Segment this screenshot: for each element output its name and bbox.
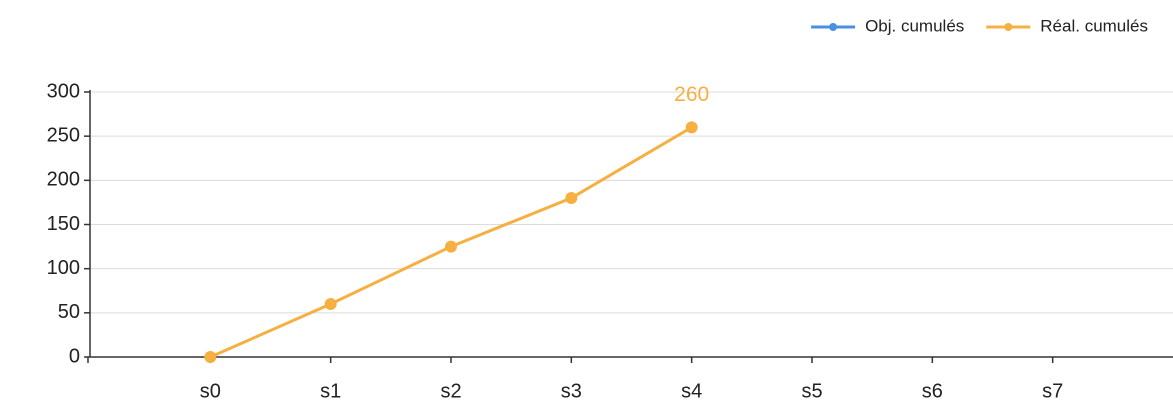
data-point bbox=[204, 351, 217, 363]
y-tick-label: 0 bbox=[69, 345, 80, 367]
legend-dot bbox=[829, 23, 838, 31]
legend-dot bbox=[1004, 23, 1013, 31]
y-tick-label: 200 bbox=[47, 169, 80, 191]
legend-label: Obj. cumulés bbox=[865, 16, 964, 35]
data-point bbox=[565, 192, 578, 204]
x-tick-label: s0 bbox=[200, 380, 221, 402]
x-tick-label: s2 bbox=[440, 380, 461, 402]
data-point bbox=[685, 121, 698, 134]
y-tick-label: 250 bbox=[47, 124, 80, 146]
legend-label: Réal. cumulés bbox=[1040, 16, 1148, 35]
data-label: 260 bbox=[674, 83, 709, 106]
y-tick-label: 100 bbox=[47, 257, 80, 279]
x-tick-label: s6 bbox=[922, 380, 943, 402]
x-tick-label: s7 bbox=[1042, 380, 1063, 402]
x-tick-label: s4 bbox=[681, 380, 702, 402]
y-tick-label: 300 bbox=[47, 80, 80, 102]
x-tick-label: s5 bbox=[801, 380, 822, 402]
x-tick-label: s3 bbox=[561, 380, 582, 402]
y-tick-label: 50 bbox=[58, 301, 80, 323]
x-tick-label: s1 bbox=[320, 380, 341, 402]
data-point bbox=[324, 298, 337, 310]
data-point bbox=[445, 240, 457, 253]
y-tick-label: 150 bbox=[47, 213, 80, 235]
